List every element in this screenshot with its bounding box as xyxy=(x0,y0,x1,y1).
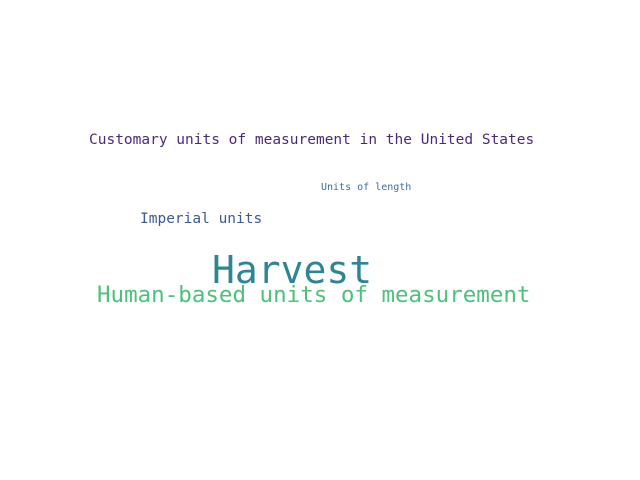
word-units-of-length: Units of length xyxy=(321,182,412,193)
word-harvest: Harvest xyxy=(212,248,373,292)
word-human-based-units: Human-based units of measurement xyxy=(97,282,531,308)
word-customary-units-us: Customary units of measurement in the Un… xyxy=(89,132,535,148)
word-imperial-units: Imperial units xyxy=(140,211,263,227)
